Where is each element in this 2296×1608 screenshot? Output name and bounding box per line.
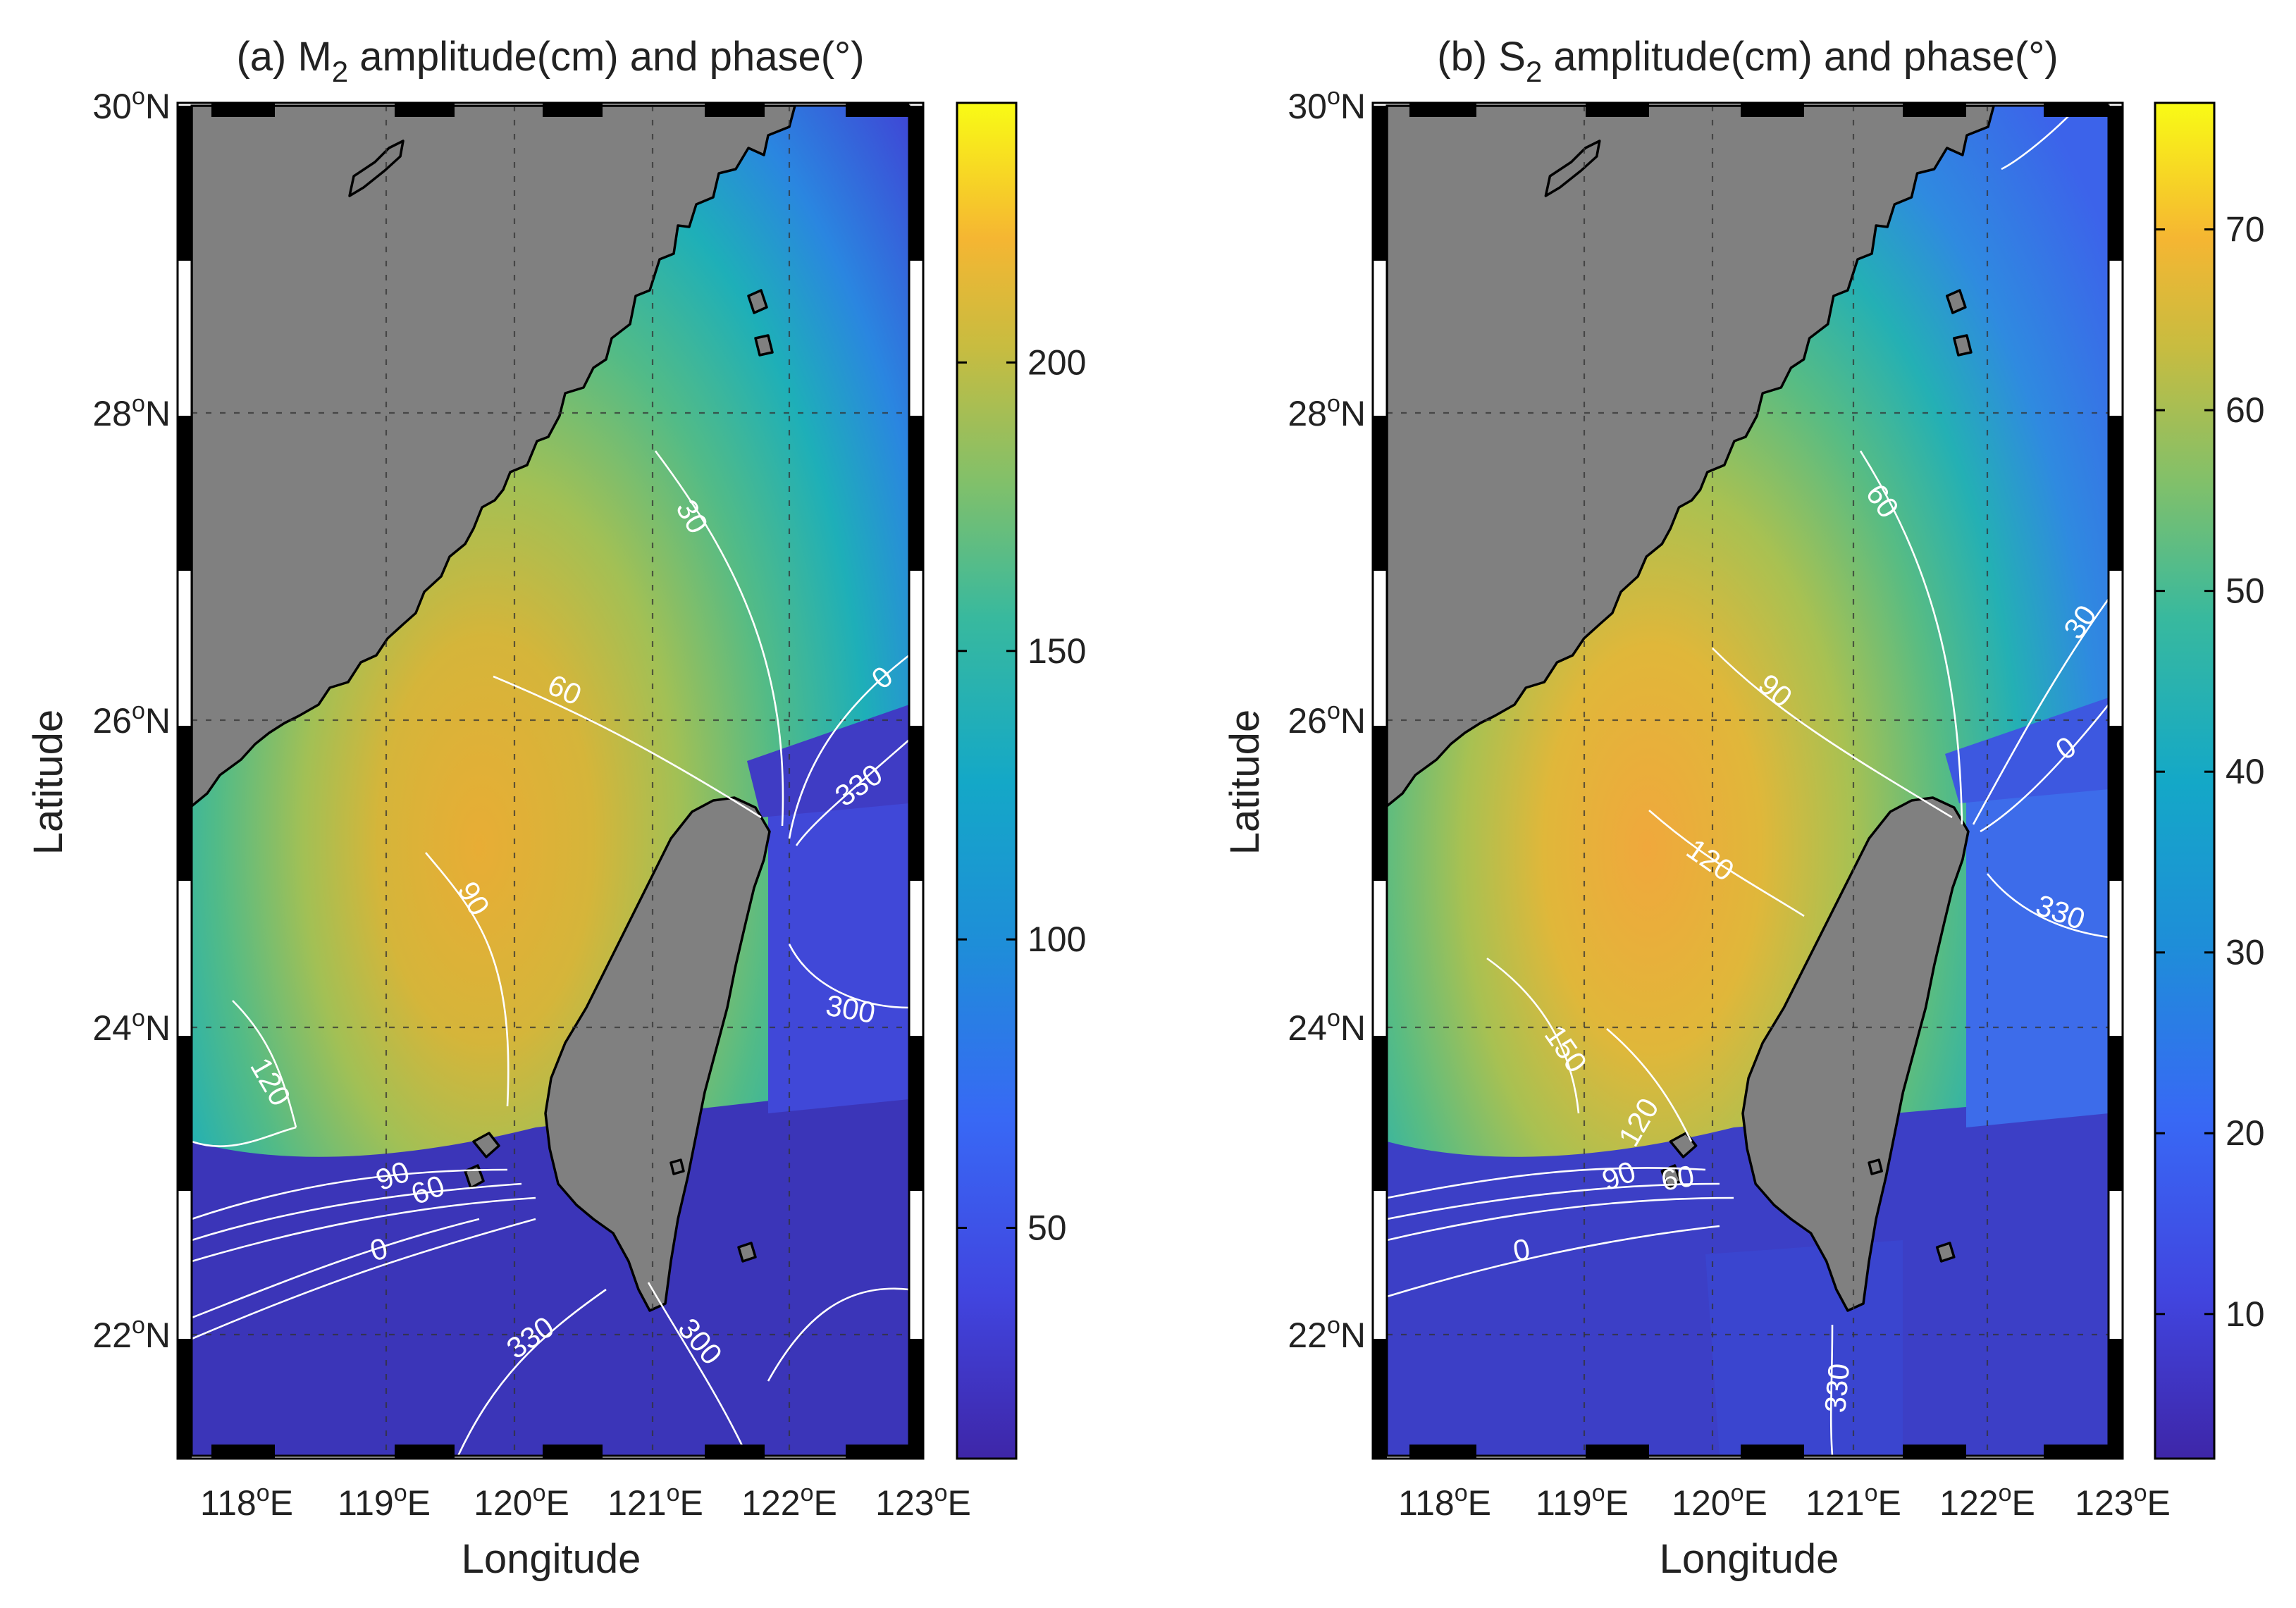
- lat-tick: 28oN: [92, 390, 171, 433]
- colorbar-tick-label: 50: [2226, 571, 2265, 611]
- map-frame-b: [1371, 101, 2124, 1460]
- lon-tick: 121oE: [1806, 1480, 1901, 1523]
- contour-label: 60: [1658, 1158, 1696, 1196]
- y-axis-label-b: Latitude: [1222, 710, 1268, 855]
- lon-ticks-b: 118oE 119oE 120oE 121oE 122oE 123oE: [1398, 1480, 2171, 1523]
- lon-tick: 118oE: [200, 1480, 293, 1523]
- colorbar-tick-label: 150: [1027, 631, 1086, 671]
- lon-tick: 120oE: [1672, 1480, 1767, 1523]
- lat-tick: 26oN: [92, 698, 171, 741]
- colorbar-tick-label: 60: [2226, 390, 2265, 430]
- colorbar-tick-label: 70: [2226, 210, 2265, 249]
- colorbar-a: 50 100 150 200: [956, 101, 1086, 1460]
- lat-tick: 30oN: [1288, 83, 1366, 126]
- lat-tick: 30oN: [92, 83, 171, 126]
- y-axis-label-a: Latitude: [25, 710, 71, 855]
- colorbar-tick-label: 30: [2226, 933, 2265, 972]
- lon-ticks-a: 118oE 119oE 120oE 121oE 122oE 123oE: [200, 1480, 971, 1523]
- x-axis-label-a: Longitude: [462, 1536, 641, 1582]
- colorbar-tick-label: 200: [1027, 342, 1086, 382]
- lon-tick: 122oE: [741, 1480, 837, 1523]
- lon-tick: 119oE: [338, 1480, 431, 1523]
- contour-label: 330: [1818, 1362, 1856, 1414]
- colorbar-tick-label: 40: [2226, 752, 2265, 791]
- lon-tick: 119oE: [1536, 1480, 1629, 1523]
- map-frame-a: [176, 101, 925, 1460]
- lat-tick: 22oN: [92, 1312, 171, 1355]
- lat-tick: 28oN: [1288, 390, 1366, 433]
- x-axis-label-b: Longitude: [1660, 1536, 1839, 1582]
- phase-contours-a: [191, 450, 910, 1457]
- panel-s2: (b) S2 amplitude(cm) and phase(°): [1222, 34, 2265, 1582]
- lon-tick: 123oE: [2075, 1480, 2171, 1523]
- colorbar-tick-label: 100: [1027, 920, 1086, 959]
- lat-tick: 22oN: [1288, 1312, 1366, 1355]
- lat-tick: 24oN: [1288, 1005, 1366, 1048]
- colorbar-tick-label: 20: [2226, 1113, 2265, 1153]
- colorbar-b: 10 20 30 40 50 60 70: [2154, 101, 2265, 1460]
- colorbar-tick-label: 10: [2226, 1294, 2265, 1334]
- lon-tick: 122oE: [1939, 1480, 2035, 1523]
- panel-m2: (a) M2 amplitude(cm) and phase(°): [25, 34, 1086, 1582]
- lon-tick: 118oE: [1398, 1480, 1491, 1523]
- lat-ticks-b: 30oN 28oN 26oN 24oN 22oN: [1288, 83, 1366, 1355]
- lat-tick: 26oN: [1288, 698, 1366, 741]
- panel-a-title: (a) M2 amplitude(cm) and phase(°): [236, 34, 864, 88]
- phase-contours-b: [1386, 112, 2110, 1457]
- panel-b-title: (b) S2 amplitude(cm) and phase(°): [1437, 34, 2058, 88]
- lat-tick: 24oN: [92, 1005, 171, 1048]
- lon-tick: 120oE: [474, 1480, 569, 1523]
- lon-tick: 121oE: [607, 1480, 703, 1523]
- lat-ticks-a: 30oN 28oN 26oN 24oN 22oN: [92, 83, 171, 1355]
- lon-tick: 123oE: [875, 1480, 971, 1523]
- colorbar-tick-label: 50: [1027, 1208, 1067, 1248]
